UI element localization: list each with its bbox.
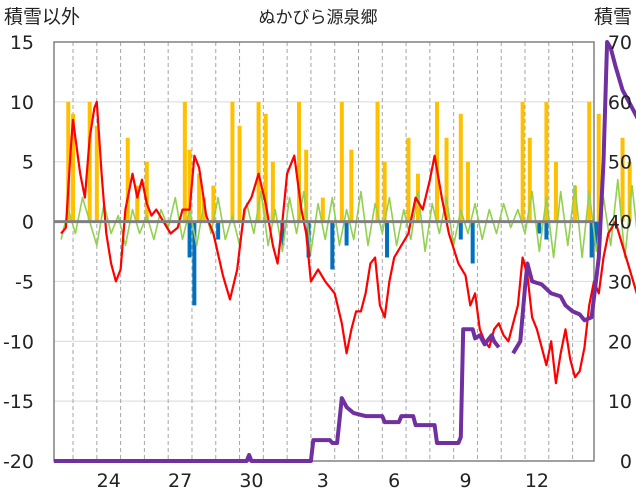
precip-bar [201, 197, 206, 222]
x-tick-label: 24 [97, 470, 121, 492]
x-axis-ticks: 24 27 30 3 6 9 12 [97, 470, 549, 492]
precip-bar [270, 161, 275, 222]
precip-bar [520, 101, 525, 222]
x-tick-label: 12 [525, 470, 549, 492]
precip-bar [349, 149, 354, 222]
right-axis-label: 積雪 [594, 6, 632, 28]
plot-frame [53, 41, 595, 462]
precip-bar [182, 101, 187, 222]
chart-title: ぬかびら源泉郷 [259, 8, 378, 28]
precip-bar [544, 101, 549, 222]
right-tick-label: 40 [608, 212, 632, 234]
sunshine-bar [458, 221, 463, 240]
right-tick-label: 10 [608, 391, 632, 413]
sunshine-bar [330, 221, 335, 270]
precip-bar [135, 185, 140, 222]
precip-bar [66, 101, 71, 222]
precip-bar [527, 137, 532, 222]
precip-bar [144, 161, 149, 222]
precip-bar [458, 113, 463, 222]
x-tick-label: 30 [239, 470, 263, 492]
precip-bar [375, 101, 380, 222]
precip-bar [71, 113, 76, 222]
temperature-line [60, 100, 636, 385]
sunshine-bar [216, 221, 221, 240]
precip-bar [187, 149, 192, 222]
sunshine-bar [594, 221, 599, 246]
left-axis-label: 積雪以外 [4, 6, 80, 28]
left-tick-label: -15 [3, 391, 34, 413]
sunshine-bar [544, 221, 549, 240]
precip-bar [553, 161, 558, 222]
snow-depth-line [511, 40, 636, 355]
left-tick-label: -20 [3, 451, 34, 473]
precip-bar [87, 101, 92, 222]
precip-bar [237, 125, 242, 222]
right-tick-label: 50 [608, 152, 632, 174]
precip-bar [230, 101, 235, 222]
precip-bar [620, 137, 625, 222]
right-tick-label: 20 [608, 331, 632, 353]
precip-bar [596, 113, 601, 222]
precip-bar [320, 197, 325, 222]
x-tick-label: 27 [168, 470, 192, 492]
precip-bar [263, 113, 268, 222]
precip-bar [627, 161, 632, 222]
precip-bar [197, 173, 202, 222]
left-tick-label: 10 [10, 92, 34, 114]
right-axis-ticks: 70 60 50 40 30 20 10 0 [608, 32, 632, 473]
precip-bar [434, 101, 439, 222]
precip-bar [382, 161, 387, 222]
right-tick-label: 0 [620, 451, 632, 473]
sunshine-bar [589, 221, 594, 258]
left-tick-label: -5 [15, 271, 34, 293]
left-tick-label: 15 [10, 32, 34, 54]
precip-bar [572, 185, 577, 222]
x-tick-label: 9 [459, 470, 471, 492]
sunshine-bar [192, 221, 197, 306]
precip-bar [125, 137, 130, 222]
precip-bar [297, 101, 302, 222]
line-series [54, 40, 636, 463]
left-tick-label: -10 [3, 331, 34, 353]
x-tick-label: 6 [388, 470, 400, 492]
sunshine-bar [306, 221, 311, 258]
right-tick-label: 30 [608, 271, 632, 293]
precip-bar [211, 185, 216, 222]
precip-bar [444, 137, 449, 222]
sunshine-bar [470, 221, 475, 264]
precip-bar [465, 161, 470, 222]
precip-bar [339, 101, 344, 222]
precip-bar [304, 149, 309, 222]
left-tick-label: 5 [22, 152, 34, 174]
precip-bar [406, 137, 411, 222]
sunshine-bar [344, 221, 349, 246]
precip-bar [256, 101, 261, 222]
left-tick-label: 0 [22, 212, 34, 234]
x-tick-label: 3 [317, 470, 329, 492]
right-tick-label: 70 [608, 32, 632, 54]
left-axis-ticks: 15 10 5 0 -5 -10 -15 -20 [3, 32, 34, 473]
precip-bar [587, 101, 592, 222]
sunshine-bar [537, 221, 542, 234]
precip-bar [94, 125, 99, 222]
sunshine-bar [280, 221, 285, 246]
bar-series [66, 101, 632, 306]
sunshine-bar [187, 221, 192, 258]
sunshine-bar [385, 221, 390, 258]
snow-depth-line [54, 327, 501, 463]
wind-line [60, 178, 636, 259]
right-tick-label: 60 [608, 92, 632, 114]
